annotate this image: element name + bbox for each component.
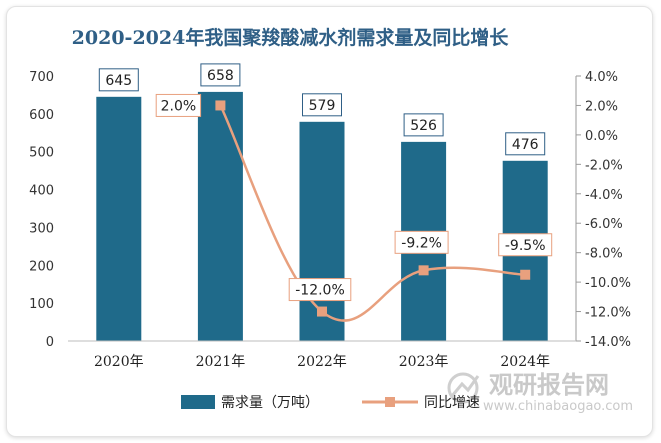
x-tick-label: 2024年 <box>500 354 550 370</box>
watermark: 观研报告网 www.chinabaogao.com <box>447 371 633 414</box>
bar-data-label: 658 <box>207 68 234 84</box>
bar-label-box <box>302 93 342 117</box>
line-point <box>215 100 226 111</box>
y2-tick-label: 0.0% <box>585 129 618 144</box>
y2-tick-label: -6.0% <box>585 217 623 232</box>
y-tick-label: 500 <box>29 146 54 161</box>
y-tick-label: 200 <box>29 259 54 274</box>
chart-title: 2020-2024年我国聚羧酸减水剂需求量及同比增长 <box>72 26 510 49</box>
y2-tick-label: -4.0% <box>585 188 623 203</box>
y2-tick-label: 4.0% <box>585 70 618 85</box>
y-tick-label: 0 <box>46 335 54 350</box>
bar-data-label: 579 <box>309 98 336 114</box>
y2-tick-label: -10.0% <box>585 276 631 291</box>
bar-label-box <box>403 113 444 137</box>
bar-data-label: 526 <box>410 118 437 134</box>
bar <box>299 121 345 341</box>
x-tick-label: 2020年 <box>94 354 144 370</box>
y-tick-label: 100 <box>29 297 54 312</box>
right-axis: 4.0% 2.0% 0.0% -2.0% -4.0% -6.0% -8.0% -10.0% -1… <box>575 70 631 350</box>
line-label-box <box>288 278 352 302</box>
line-data-label: -9.2% <box>401 235 442 251</box>
legend-bar-swatch <box>181 395 215 409</box>
line-point <box>317 306 327 317</box>
x-tick-label: 2022年 <box>297 354 347 370</box>
x-tick-label: 2023年 <box>399 354 449 370</box>
legend-line-swatch <box>362 397 418 407</box>
line-data-label: -12.0% <box>295 283 345 299</box>
bar-label-box <box>505 132 546 156</box>
watermark-name: 观研报告网 <box>489 371 609 399</box>
bar <box>96 96 142 341</box>
y-tick-label: 400 <box>29 184 54 199</box>
legend-bar-label: 需求量（万吨） <box>221 395 319 411</box>
bar <box>197 91 243 342</box>
watermark-url: www.chinabaogao.com <box>483 399 633 414</box>
line-data-label: 2.0% <box>161 98 197 114</box>
line-series: 2.0% -12.0% -9.2% -9.5% <box>155 93 553 322</box>
x-tick-label: 2021年 <box>196 354 246 370</box>
growth-line <box>219 104 526 322</box>
y-tick-label: 600 <box>29 108 54 123</box>
legend-line-label: 同比增速 <box>424 395 480 411</box>
bar-label-box <box>200 63 241 87</box>
bar-data-label: 476 <box>512 137 539 153</box>
x-axis: 2020年 2021年 2022年 2023年 2024年 <box>68 340 576 370</box>
y2-tick-label: -2.0% <box>585 158 623 173</box>
watermark-logo-icon <box>447 372 480 404</box>
y-tick-label: 700 <box>29 70 54 85</box>
legend: 需求量（万吨） 同比增速 <box>181 395 480 411</box>
line-data-label: -9.5% <box>505 238 546 254</box>
y2-tick-label: -8.0% <box>585 247 623 262</box>
left-axis: 0 100 200 300 400 500 600 700 <box>29 70 54 350</box>
line-point <box>418 265 429 276</box>
y-tick-label: 300 <box>29 221 54 236</box>
y2-tick-label: 2.0% <box>585 99 618 114</box>
line-label-box <box>498 233 553 257</box>
line-label-box <box>155 93 202 117</box>
bar-data-label: 645 <box>105 73 132 89</box>
y2-tick-label: -14.0% <box>585 335 631 350</box>
y2-tick-label: -12.0% <box>585 306 631 321</box>
bar-label-box <box>98 68 139 92</box>
line-label-box <box>394 230 449 254</box>
line-point <box>520 269 531 280</box>
